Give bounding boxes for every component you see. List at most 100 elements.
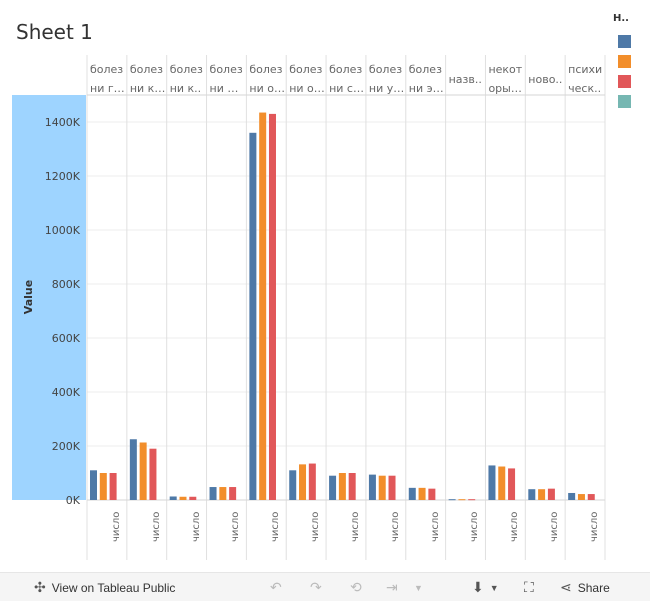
legend-swatch[interactable] [618,35,631,48]
column-header[interactable]: болез ни к.. [168,60,206,98]
bar[interactable] [577,494,585,500]
sheet-title: Sheet 1 [16,20,93,44]
column-header-line: психи [568,63,603,76]
bar[interactable] [249,132,257,501]
bar[interactable] [448,499,456,501]
bar[interactable] [388,475,396,500]
revert-icon[interactable]: ⟲ [350,579,362,595]
x-category-label: число [469,511,481,542]
column-header-line: ново.. [528,73,563,86]
bar[interactable] [368,474,376,500]
legend-title[interactable]: Н.. [613,13,629,24]
column-header-line: ни си.. [329,82,365,95]
redo-icon[interactable]: ↷ [310,579,322,595]
bar[interactable] [498,466,506,500]
bar[interactable] [488,465,496,500]
column-header-line: ни ух.. [368,82,405,95]
bar[interactable] [129,439,137,500]
bar[interactable] [209,487,217,500]
bar[interactable] [169,496,177,500]
legend-swatch[interactable] [618,75,631,88]
column-header[interactable]: болез ни не.. [208,60,246,98]
view-on-tableau-link[interactable]: ✣ View on Tableau Public [34,579,175,596]
legend-swatch[interactable] [618,95,631,108]
bar[interactable] [229,487,237,500]
column-header-line: ни эн.. [408,82,445,95]
column-header[interactable]: болез ни ух.. [367,60,405,98]
column-header[interactable]: болез ни гл.. [88,60,126,98]
bar[interactable] [408,487,416,500]
bar-chart: Value 0K 200K 400K 600K 800K 1000K 1200K 1400K [12,55,606,560]
column-header[interactable]: ново.. [526,70,564,89]
bar[interactable] [99,473,107,500]
x-category-label: число [270,511,282,542]
share-label: Share [577,580,610,595]
column-header[interactable]: болез ни ор.. [287,60,325,98]
x-category-label: число [549,511,561,542]
bar[interactable] [338,473,346,500]
bar[interactable] [308,463,316,500]
bar[interactable] [179,496,187,500]
bar[interactable] [378,475,386,500]
x-category-label: число [150,511,162,542]
column-header[interactable]: болез ни ор.. [247,60,285,98]
bar[interactable] [528,489,536,500]
download-dropdown-icon: ▼ [489,582,499,593]
refresh-icon[interactable]: ⇥ [386,579,398,595]
column-header[interactable]: некот орые.. [486,60,524,98]
bar[interactable] [149,448,157,500]
x-category-label: число [110,511,122,542]
x-category-label: число [190,511,202,542]
undo-icon[interactable]: ↶ [270,579,282,595]
column-header[interactable]: болез ни си.. [327,60,365,98]
tableau-logo-icon: ✣ [34,579,46,595]
column-header-line: болез [169,63,203,76]
bar[interactable] [259,112,267,501]
bar[interactable] [219,487,227,500]
gridlines [87,121,605,501]
column-header[interactable]: болез ни эн.. [407,60,445,98]
view-on-tableau-label: View on Tableau Public [51,580,176,595]
legend-swatch[interactable] [618,55,631,68]
column-header-line: ни ор.. [289,82,326,95]
bar[interactable] [139,442,147,500]
x-category-label: число [589,511,600,542]
column-header-line: болез [289,63,323,76]
bar[interactable] [348,473,356,500]
column-header[interactable]: психи ческ.. [566,60,604,98]
bar[interactable] [268,113,276,501]
bar[interactable] [299,464,307,500]
share-button[interactable]: ⋖ Share [560,579,610,596]
fullscreen-icon[interactable]: ⛶ [524,579,534,595]
y-axis-highlight [12,95,86,500]
column-header-line: ни не.. [209,82,246,95]
column-header-line: болез [329,63,363,76]
bar[interactable] [468,499,476,501]
column-header-line: болез [90,63,124,76]
bar[interactable] [568,492,576,500]
bar[interactable] [418,487,426,500]
bar[interactable] [538,489,546,500]
column-header[interactable]: назв.. [447,70,485,89]
panel-separators [86,55,606,560]
x-category-label: число [429,511,441,542]
bar[interactable] [587,494,595,500]
bar[interactable] [508,468,516,500]
column-header[interactable]: болез ни ко.. [128,60,166,98]
column-header-line: ни ор.. [249,82,286,95]
y-tick-label: 400K [52,386,81,399]
download-icon[interactable]: ⬇ ▼ [472,579,499,595]
bar[interactable] [109,473,117,500]
bar[interactable] [458,499,466,501]
bar[interactable] [289,470,297,500]
bar[interactable] [189,496,197,500]
column-header-line: ни ко.. [129,82,166,95]
bar[interactable] [329,475,337,500]
bar[interactable] [428,488,436,500]
bar[interactable] [90,470,97,500]
toolbar: ✣ View on Tableau Public ↶ ↷ ⟲ ⇥ ▼ ⬇ ▼ ⛶ … [0,572,650,601]
pause-dropdown-icon[interactable]: ▼ [414,583,423,593]
bar[interactable] [547,488,555,500]
column-header-line: ни к.. [169,82,202,95]
x-category-label: число [509,511,521,542]
